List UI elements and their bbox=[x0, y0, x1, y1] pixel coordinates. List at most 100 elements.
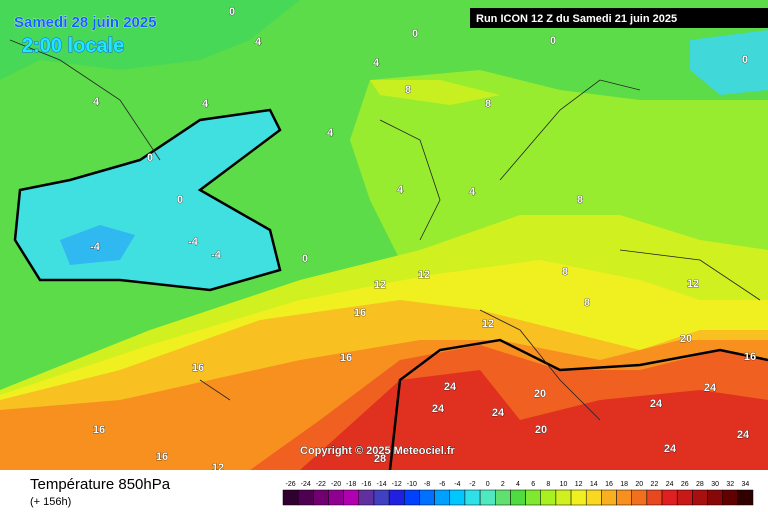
contour-label: -4 bbox=[188, 236, 199, 248]
map-time: 2:00 locale bbox=[22, 35, 124, 57]
copyright: Copyright © 2025 Meteociel.fr bbox=[300, 445, 456, 457]
contour-label: 24 bbox=[492, 407, 505, 419]
legend-label: -2 bbox=[469, 481, 475, 488]
contour-label: 24 bbox=[664, 443, 677, 455]
contour-label: 16 bbox=[744, 351, 756, 363]
legend-label: 4 bbox=[516, 481, 520, 488]
region bbox=[370, 80, 500, 105]
run-box bbox=[470, 8, 768, 28]
contour-label: 4 bbox=[255, 36, 262, 48]
legend-swatch bbox=[601, 489, 617, 506]
region bbox=[0, 0, 300, 80]
legend-swatch bbox=[616, 489, 632, 506]
legend-swatch bbox=[373, 489, 390, 506]
contour-label: 0 bbox=[229, 6, 235, 18]
contour-label: 8 bbox=[584, 297, 590, 309]
contour-label: 24 bbox=[444, 381, 457, 393]
footer-title: Température 850hPa bbox=[30, 476, 171, 493]
legend-label: -10 bbox=[407, 481, 417, 488]
legend-swatch bbox=[676, 489, 693, 506]
contour-label: 24 bbox=[737, 429, 750, 441]
contour-label: 24 bbox=[650, 398, 663, 410]
legend-swatch bbox=[540, 489, 557, 506]
contour-label: 12 bbox=[482, 318, 494, 330]
legend-label: -4 bbox=[454, 481, 460, 488]
contour-labels: 0 0 0 0 4 4 4 4 4 0 0 -4 -4 -4 0 8 8 4 4 8 8 8 12 12 12 16 16 12 16 1… bbox=[90, 6, 757, 475]
legend-label: 14 bbox=[590, 481, 598, 488]
legend-swatch bbox=[464, 489, 481, 506]
legend-swatch bbox=[722, 489, 739, 506]
legend-swatch bbox=[555, 489, 572, 506]
legend-label: -26 bbox=[286, 481, 296, 488]
contour-label: 16 bbox=[156, 451, 168, 463]
contour-label: 16 bbox=[340, 352, 352, 364]
contour-label: 0 bbox=[177, 194, 183, 206]
footer-lead: (+ 156h) bbox=[30, 496, 71, 508]
legend-label: 34 bbox=[742, 481, 750, 488]
legend-label: -24 bbox=[301, 481, 311, 488]
legend-swatch bbox=[282, 489, 299, 506]
legend-swatch bbox=[297, 489, 314, 506]
contour-label: 0 bbox=[550, 35, 556, 47]
contour-label: -4 bbox=[90, 241, 101, 253]
legend-label: -22 bbox=[316, 481, 326, 488]
contour-label: 4 bbox=[93, 96, 100, 108]
isotherm bbox=[388, 338, 768, 471]
legend-swatch bbox=[388, 489, 405, 506]
legend-label: 26 bbox=[681, 481, 689, 488]
legend-label: 2 bbox=[501, 481, 505, 488]
region bbox=[690, 30, 768, 95]
legend-label: 20 bbox=[635, 481, 643, 488]
legend-swatch bbox=[737, 489, 754, 506]
legend-label: -6 bbox=[439, 481, 445, 488]
contour-label: 4 bbox=[202, 98, 209, 110]
contour-label: 0 bbox=[742, 54, 748, 66]
contour-label: 12 bbox=[374, 279, 386, 291]
contour-label: 0 bbox=[147, 152, 153, 164]
legend-swatch bbox=[479, 489, 496, 506]
contour-label: 8 bbox=[485, 98, 491, 110]
contour-label: 28 bbox=[374, 453, 386, 465]
contour-label: 20 bbox=[680, 333, 692, 345]
legend-swatch bbox=[419, 489, 435, 506]
legend-label: -14 bbox=[376, 481, 386, 488]
contour-label: 8 bbox=[405, 84, 411, 96]
legend-label: 22 bbox=[651, 481, 659, 488]
legend-swatch bbox=[707, 489, 723, 506]
legend-label: 28 bbox=[696, 481, 704, 488]
legend-swatch bbox=[404, 489, 420, 506]
isotherm bbox=[13, 108, 282, 292]
legend-swatch bbox=[631, 489, 648, 506]
legend-label: -20 bbox=[331, 481, 341, 488]
legend-swatch bbox=[449, 489, 466, 506]
contour-label: 12 bbox=[687, 278, 699, 290]
legend-swatch bbox=[313, 489, 329, 506]
legend-label: -18 bbox=[346, 481, 356, 488]
contour-label: 0 bbox=[302, 253, 308, 265]
legend-label: 18 bbox=[620, 481, 628, 488]
legend-label: 30 bbox=[711, 481, 719, 488]
legend-swatch bbox=[510, 489, 526, 506]
legend-swatch bbox=[692, 489, 708, 506]
contour-label: 0 bbox=[412, 28, 418, 40]
legend-swatch bbox=[343, 489, 360, 506]
legend-label: 0 bbox=[486, 481, 490, 488]
legend-label: -8 bbox=[424, 481, 430, 488]
legend-label: 6 bbox=[531, 481, 535, 488]
contour-label: 8 bbox=[562, 266, 568, 278]
contour-label: 24 bbox=[704, 382, 717, 394]
legend-label: 8 bbox=[546, 481, 550, 488]
contour-label: 16 bbox=[354, 307, 366, 319]
contour-label: 8 bbox=[577, 194, 583, 206]
map bbox=[0, 0, 768, 471]
legend-swatch bbox=[570, 489, 587, 506]
legend-label: 10 bbox=[560, 481, 568, 488]
legend-swatch bbox=[661, 489, 678, 506]
run-info: Run ICON 12 Z du Samedi 21 juin 2025 bbox=[476, 13, 677, 25]
region bbox=[60, 225, 135, 265]
contour-label: 4 bbox=[327, 127, 334, 139]
coastline bbox=[9, 39, 761, 421]
contour-label: 20 bbox=[535, 424, 547, 436]
contour-label: 20 bbox=[534, 388, 546, 400]
